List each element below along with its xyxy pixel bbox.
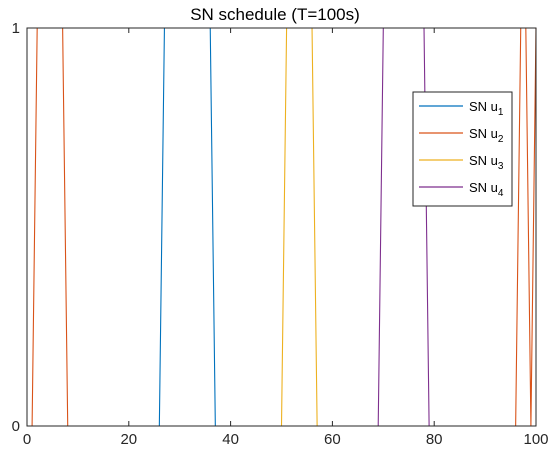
x-tick-label: 60 bbox=[324, 431, 341, 448]
legend-label-1: SN u1 bbox=[469, 99, 504, 118]
legend-label-2: SN u2 bbox=[469, 126, 504, 145]
legend-label-3: SN u3 bbox=[469, 153, 504, 172]
x-tick-label: 0 bbox=[23, 431, 31, 448]
x-tick-label: 20 bbox=[120, 431, 137, 448]
chart-title: SN schedule (T=100s) bbox=[190, 5, 360, 24]
x-tick-label: 80 bbox=[426, 431, 443, 448]
x-tick-label: 40 bbox=[222, 431, 239, 448]
y-tick-label: 1 bbox=[12, 20, 20, 37]
x-tick-label: 100 bbox=[523, 431, 548, 448]
legend: SN u1 SN u2 SN u3 SN u4 bbox=[412, 91, 513, 207]
y-tick-label: 0 bbox=[12, 418, 20, 435]
legend-label-4: SN u4 bbox=[469, 180, 504, 199]
plot-area bbox=[27, 28, 536, 426]
plot-background bbox=[27, 28, 536, 426]
axes-box bbox=[26, 27, 537, 427]
axes-group: 0 20 40 60 80 100 0 1 bbox=[12, 20, 549, 448]
